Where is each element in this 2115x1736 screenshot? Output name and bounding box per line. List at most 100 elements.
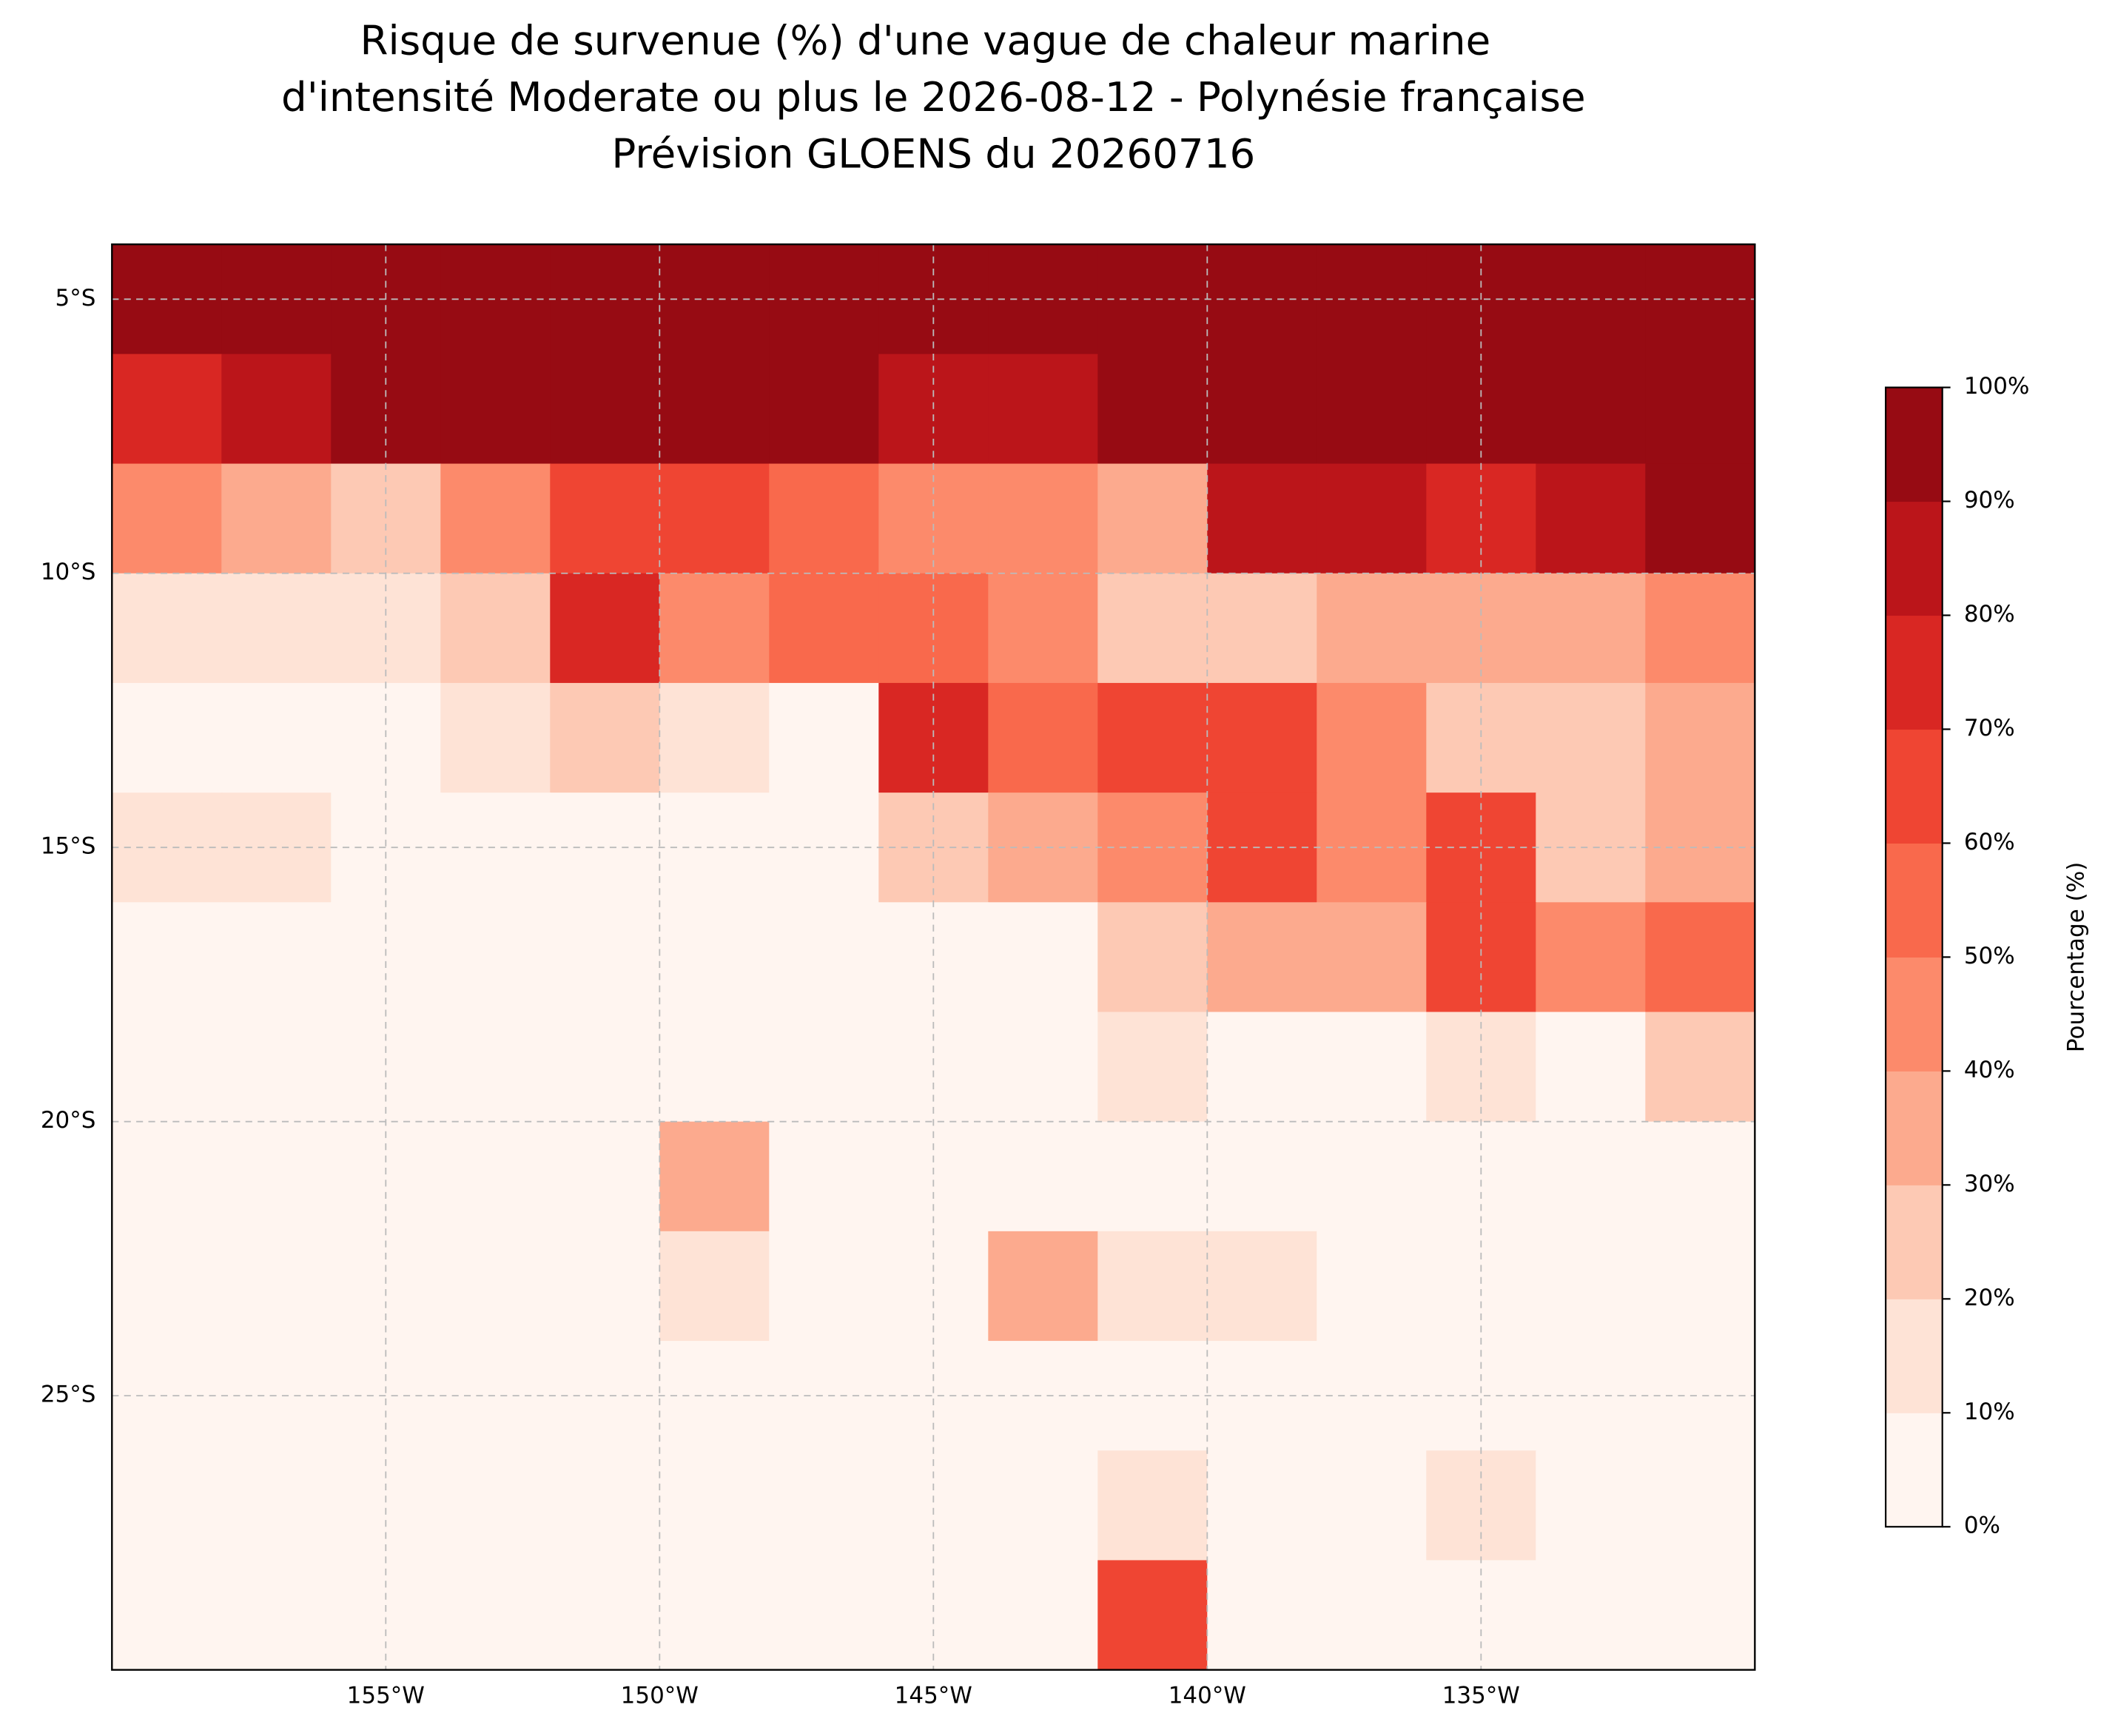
cell (1645, 1560, 1756, 1671)
cell (769, 354, 880, 465)
cell (221, 1012, 332, 1123)
cell (1536, 573, 1647, 684)
cell (878, 463, 989, 574)
cell (988, 1560, 1099, 1671)
cell (1207, 1341, 1318, 1452)
cell (331, 682, 442, 794)
cell (659, 244, 770, 355)
cell (659, 1341, 770, 1452)
x-tick-label: 155°W (347, 1683, 425, 1709)
cell (221, 1231, 332, 1342)
cell (1097, 354, 1208, 465)
cell (659, 902, 770, 1013)
cell (1645, 463, 1756, 574)
cell (659, 1450, 770, 1561)
cell (221, 354, 332, 465)
cell (112, 902, 223, 1013)
cell (1645, 354, 1756, 465)
cell (878, 1341, 989, 1452)
cell (1426, 1012, 1537, 1123)
cell (1426, 1560, 1537, 1671)
colorbar-tick-label: 60% (1964, 829, 2015, 855)
y-tick-label: 15°S (41, 833, 96, 860)
cell (550, 244, 661, 355)
cell (1426, 682, 1537, 794)
field (112, 244, 1756, 1671)
cell (1097, 463, 1208, 574)
x-tick-label: 140°W (1169, 1683, 1246, 1709)
cell (1097, 244, 1208, 355)
cell (1097, 902, 1208, 1013)
colorbar-label: Pourcentage (%) (2062, 862, 2089, 1052)
cell (988, 1121, 1099, 1232)
cell (1536, 354, 1647, 465)
cell (1317, 354, 1428, 465)
cell (659, 463, 770, 574)
colorbar-tick-label: 10% (1964, 1399, 2015, 1425)
cell (440, 1341, 551, 1452)
cell (1317, 682, 1428, 794)
cell (659, 1560, 770, 1671)
cell (331, 902, 442, 1013)
cell (1097, 1231, 1208, 1342)
cell (1097, 573, 1208, 684)
cell (1317, 1560, 1428, 1671)
cell (1536, 1450, 1647, 1561)
cell (550, 793, 661, 904)
cell (331, 1121, 442, 1232)
cell (440, 573, 551, 684)
cell (988, 463, 1099, 574)
cell (659, 682, 770, 794)
cell (1426, 1231, 1537, 1342)
cell (769, 463, 880, 574)
cell (659, 1012, 770, 1123)
cell (112, 682, 223, 794)
cell (769, 682, 880, 794)
cell (1317, 1012, 1428, 1123)
cell (988, 682, 1099, 794)
cell (1097, 1341, 1208, 1452)
cell (440, 1012, 551, 1123)
colorbar-band (1886, 615, 1943, 730)
cell (550, 463, 661, 574)
cell (988, 354, 1099, 465)
cell (1097, 682, 1208, 794)
cell (112, 573, 223, 684)
cell (1645, 682, 1756, 794)
cell (1645, 1231, 1756, 1342)
colorbar-band (1886, 729, 1943, 844)
cell (1536, 682, 1647, 794)
cell (550, 1560, 661, 1671)
cell (1536, 902, 1647, 1013)
cell (550, 1012, 661, 1123)
cell (1317, 463, 1428, 574)
cell (331, 1560, 442, 1671)
colorbar-band (1886, 387, 1943, 502)
cell (769, 793, 880, 904)
cell (112, 1560, 223, 1671)
cell (878, 1450, 989, 1561)
colorbar-band (1886, 1185, 1943, 1299)
cell (550, 354, 661, 465)
cell (331, 1341, 442, 1452)
cell (221, 682, 332, 794)
map-frame (111, 243, 1756, 1671)
cell (1207, 463, 1318, 574)
cell (878, 1560, 989, 1671)
cell (112, 1231, 223, 1342)
cell (1645, 1012, 1756, 1123)
colorbar-band (1886, 1413, 1943, 1527)
cell (988, 573, 1099, 684)
cell (1426, 1121, 1537, 1232)
cell (988, 793, 1099, 904)
cell (988, 1341, 1099, 1452)
cell (1645, 793, 1756, 904)
cell (1207, 573, 1318, 684)
cell (221, 1560, 332, 1671)
cell (440, 1450, 551, 1561)
cell (550, 902, 661, 1013)
cell (440, 1121, 551, 1232)
cell (769, 244, 880, 355)
cell (1207, 354, 1318, 465)
cell (331, 463, 442, 574)
